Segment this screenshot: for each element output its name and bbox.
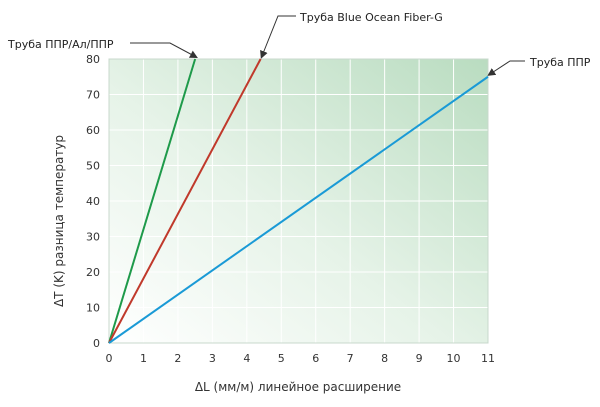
legend-callouts: Труба ППР/Ал/ППР Труба Blue Ocean Fiber-G…: [7, 11, 591, 76]
y-axis-label: ΔT (K) разница температур: [52, 135, 66, 307]
x-tick-label: 9: [416, 352, 423, 365]
x-tick-label: 8: [381, 352, 388, 365]
x-axis-label: ΔL (мм/м) линейное расширение: [195, 380, 401, 394]
series-line: [108, 75, 489, 344]
callout-arrow: [487, 60, 525, 76]
y-axis-ticks: 0 10 20 30 40 50 60 70 80: [86, 53, 100, 350]
series-label: Труба ППР: [529, 56, 591, 69]
x-tick-label: 0: [106, 352, 113, 365]
x-tick-label: 5: [278, 352, 285, 365]
y-tick-label: 70: [86, 89, 100, 102]
x-tick-label: 6: [312, 352, 319, 365]
grid: [108, 58, 489, 344]
series-lines: [108, 58, 489, 344]
x-tick-label: 2: [174, 352, 181, 365]
y-tick-label: 40: [86, 195, 100, 208]
x-tick-label: 10: [447, 352, 461, 365]
y-tick-label: 0: [93, 337, 100, 350]
y-tick-label: 50: [86, 160, 100, 173]
plot-border: [108, 58, 489, 344]
x-tick-label: 11: [481, 352, 495, 365]
y-tick-label: 30: [86, 231, 100, 244]
series-line: [108, 58, 262, 344]
x-tick-label: 7: [347, 352, 354, 365]
x-tick-label: 3: [209, 352, 216, 365]
y-tick-label: 20: [86, 266, 100, 279]
y-tick-label: 10: [86, 302, 100, 315]
series-label: Труба ППР/Ал/ППР: [7, 38, 114, 51]
x-tick-label: 1: [140, 352, 147, 365]
y-tick-label: 60: [86, 124, 100, 137]
x-axis-ticks: 0 1 2 3 4 5 6 7 8 9 10 11: [106, 352, 496, 365]
callout-arrow: [130, 42, 198, 58]
series-label: Труба Blue Ocean Fiber-G: [299, 11, 443, 24]
x-tick-label: 4: [243, 352, 250, 365]
callout-arrow: [260, 15, 296, 59]
y-tick-label: 80: [86, 53, 100, 66]
series-line: [108, 58, 197, 344]
